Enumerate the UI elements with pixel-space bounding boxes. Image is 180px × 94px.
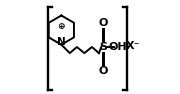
- Text: S: S: [100, 42, 108, 52]
- Text: N: N: [57, 37, 66, 47]
- Text: O: O: [99, 18, 108, 28]
- Text: OH: OH: [109, 42, 127, 52]
- Text: ⊕: ⊕: [58, 22, 65, 31]
- Text: O: O: [99, 66, 108, 76]
- Text: X⁻: X⁻: [125, 41, 140, 51]
